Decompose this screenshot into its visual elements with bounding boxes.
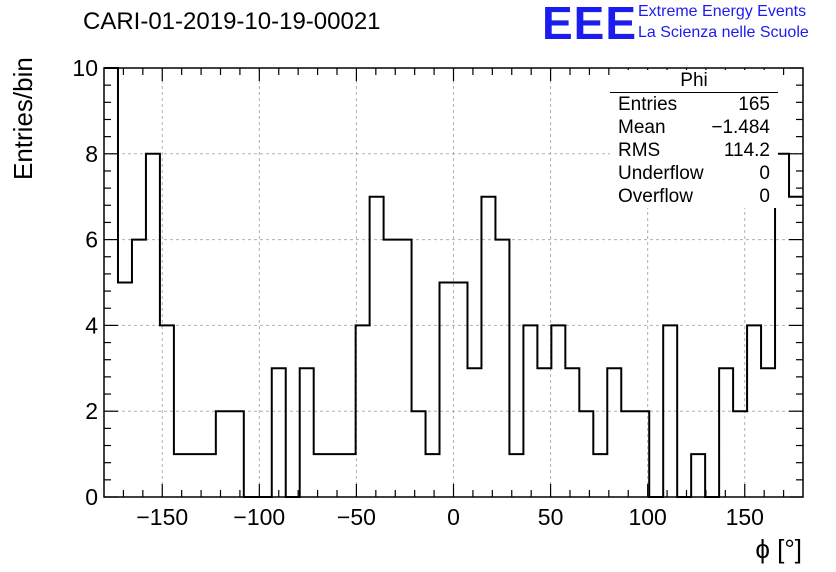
histogram-bin	[132, 240, 146, 497]
histogram-bin	[565, 368, 579, 497]
histogram-bin	[523, 325, 537, 497]
stats-box-title: Phi	[610, 70, 778, 93]
x-axis-ticks: −150 −100 −50 0 50 100 150	[122, 68, 785, 530]
histogram-bin	[342, 454, 356, 497]
y-tick-label: 0	[85, 484, 98, 510]
stats-row-entries: Entries 165	[610, 93, 778, 116]
stats-row-mean: Mean −1.484	[610, 116, 778, 139]
histogram-bin	[328, 454, 342, 497]
histogram-bin	[761, 368, 775, 497]
histogram-bin	[537, 368, 551, 497]
histogram-bin	[663, 325, 677, 497]
y-tick-label: 10	[72, 55, 98, 81]
histogram-bin	[384, 240, 398, 497]
y-axis-label: Entries/bin	[8, 57, 38, 180]
histogram-bin	[174, 454, 188, 497]
stats-label: Mean	[618, 117, 666, 138]
histogram-bin	[454, 283, 468, 498]
histogram-bin	[719, 368, 733, 497]
histogram-bin	[440, 283, 454, 498]
histogram-bin	[691, 454, 705, 497]
run-title: CARI-01-2019-10-19-00021	[83, 8, 381, 35]
histogram-bin	[426, 454, 440, 497]
histogram-bin	[412, 411, 426, 497]
histogram-bin	[398, 240, 412, 497]
histogram-bins	[104, 67, 803, 498]
x-tick-label: 100	[628, 504, 666, 530]
histogram-bin	[300, 368, 314, 497]
y-tick-label: 4	[85, 312, 98, 338]
eee-logo: EEE	[542, 0, 638, 49]
y-tick-label: 6	[85, 227, 98, 253]
stats-value: 0	[759, 186, 770, 207]
stats-value: 0	[759, 163, 770, 184]
histogram-bin	[202, 454, 216, 497]
histogram-bin	[356, 325, 370, 497]
histogram-bin	[551, 325, 565, 497]
stats-label: Overflow	[618, 186, 693, 207]
histogram-bin	[607, 368, 621, 497]
logo-line-2: La Scienza nelle Scuole	[638, 24, 809, 41]
histogram-bin	[747, 325, 761, 497]
histogram-bin	[370, 197, 384, 497]
histogram-bin	[146, 154, 160, 497]
histogram-bin	[467, 368, 481, 497]
histogram-bin	[104, 68, 118, 497]
histogram-bin	[593, 454, 607, 497]
histogram-bin	[579, 411, 593, 497]
stats-row-overflow: Overflow 0	[610, 185, 778, 208]
stats-value: 114.2	[723, 140, 770, 161]
stats-label: RMS	[618, 140, 661, 161]
x-tick-label: 50	[538, 504, 564, 530]
stats-label: Entries	[618, 94, 678, 115]
histogram-bin	[216, 411, 230, 497]
stats-row-underflow: Underflow 0	[610, 162, 778, 185]
histogram-bin	[160, 325, 174, 497]
histogram-bin	[188, 454, 202, 497]
x-tick-label: 150	[726, 504, 764, 530]
stats-box: Phi Entries 165 Mean −1.484 RMS 114.2 Un…	[610, 70, 778, 208]
histogram-bin	[272, 368, 286, 497]
x-tick-label: −150	[136, 504, 188, 530]
stats-value: −1.484	[711, 117, 770, 138]
histogram-bin	[495, 240, 509, 497]
stats-value: 165	[738, 94, 770, 115]
y-tick-label: 8	[85, 141, 98, 167]
x-tick-label: −100	[233, 504, 285, 530]
x-tick-label: −50	[337, 504, 376, 530]
logo-line-1: Extreme Energy Events	[638, 3, 807, 20]
histogram-bin	[314, 454, 328, 497]
stats-label: Underflow	[618, 163, 704, 184]
stats-row-rms: RMS 114.2	[610, 139, 778, 162]
y-tick-label: 2	[85, 398, 98, 424]
histogram-bin	[481, 197, 495, 497]
histogram-bin	[621, 411, 635, 497]
histogram-bin	[118, 283, 132, 498]
x-tick-label: 0	[447, 504, 460, 530]
histogram-bin	[230, 411, 244, 497]
histogram-bin	[789, 197, 803, 497]
y-axis-ticks: 0 2 4 6 8 10	[72, 55, 803, 510]
histogram-step-line	[104, 67, 803, 498]
x-axis-label: ϕ [°]	[755, 534, 802, 564]
